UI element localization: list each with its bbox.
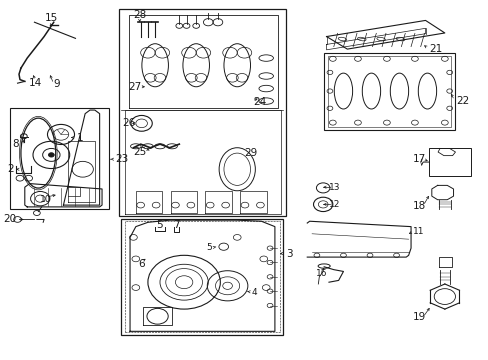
Text: 19: 19 xyxy=(412,312,426,322)
Text: 3: 3 xyxy=(286,248,292,258)
Text: 5: 5 xyxy=(205,243,211,252)
Circle shape xyxy=(175,276,192,289)
Circle shape xyxy=(48,153,54,157)
Text: 17: 17 xyxy=(412,154,426,164)
Text: 7: 7 xyxy=(173,220,180,230)
Text: 20: 20 xyxy=(3,215,16,224)
Bar xyxy=(10,108,109,209)
Text: 16: 16 xyxy=(315,269,327,278)
Bar xyxy=(324,53,453,130)
Text: 22: 22 xyxy=(455,96,469,106)
Text: 14: 14 xyxy=(29,78,42,88)
Text: 26: 26 xyxy=(122,118,136,128)
Text: 13: 13 xyxy=(328,183,340,192)
Bar xyxy=(119,9,285,216)
Text: 10: 10 xyxy=(40,195,51,204)
Text: 6: 6 xyxy=(138,259,144,269)
Text: 4: 4 xyxy=(251,288,257,297)
Text: 27: 27 xyxy=(128,82,141,92)
Text: 21: 21 xyxy=(428,44,442,54)
Text: 8: 8 xyxy=(12,139,19,149)
Text: 15: 15 xyxy=(44,13,58,23)
Text: 23: 23 xyxy=(115,154,128,164)
Text: 25: 25 xyxy=(133,147,146,157)
Bar xyxy=(327,55,450,127)
Text: 2: 2 xyxy=(7,164,14,174)
Text: 24: 24 xyxy=(253,97,266,107)
Text: 11: 11 xyxy=(412,228,423,237)
Text: 5: 5 xyxy=(156,220,163,230)
Text: 1: 1 xyxy=(77,133,83,143)
Text: 12: 12 xyxy=(328,200,340,209)
Text: 29: 29 xyxy=(244,148,257,158)
Text: 28: 28 xyxy=(133,10,146,20)
Text: 18: 18 xyxy=(412,201,426,211)
Bar xyxy=(121,219,283,335)
Bar xyxy=(428,148,470,176)
Text: 9: 9 xyxy=(54,79,60,89)
